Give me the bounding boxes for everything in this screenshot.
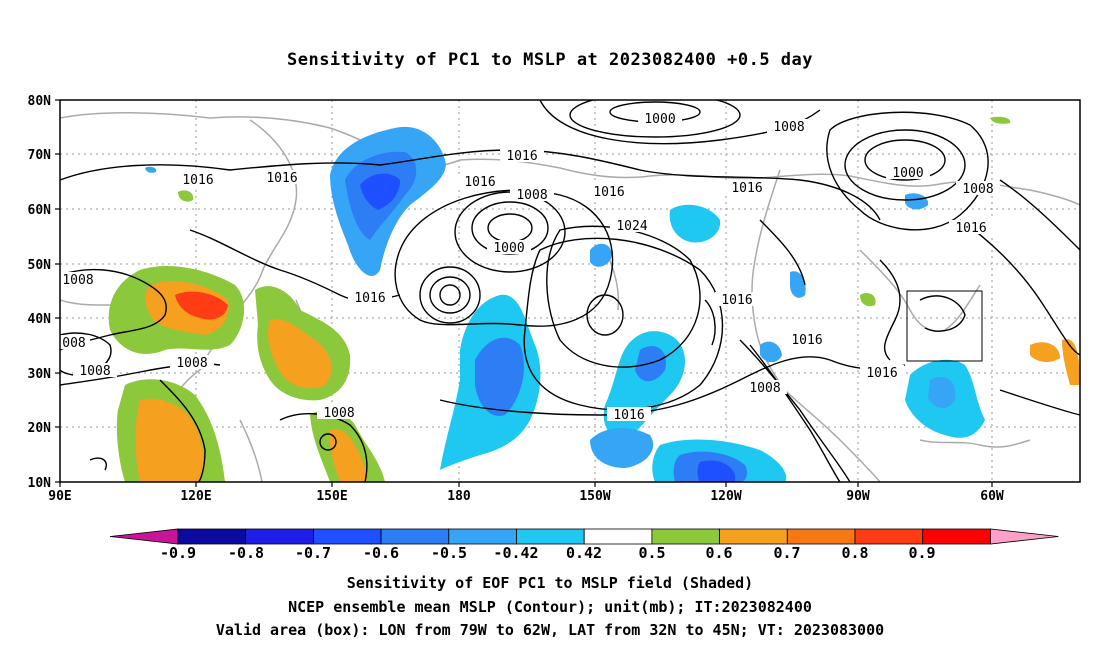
contour-label: 1016 xyxy=(266,171,297,186)
contour-label-layer: 1000 1008 1016 1016 1016 1008 1000 1016 … xyxy=(60,111,1000,423)
contour-label: 1016 xyxy=(866,366,897,381)
caption-line-3: Valid area (box): LON from 79W to 62W, L… xyxy=(215,621,885,639)
positive-sensitivity xyxy=(108,116,1080,482)
colorbar-cell xyxy=(922,528,991,545)
colorbar-label: -0.9 xyxy=(160,544,196,562)
lat-tick-label: 30N xyxy=(28,367,52,382)
valid-area-box xyxy=(906,290,983,362)
contour-label: 1016 xyxy=(506,149,537,164)
lat-tick-label: 20N xyxy=(28,421,52,436)
lat-tick-label: 10N xyxy=(28,476,52,491)
colorbar-cell xyxy=(786,528,856,545)
colorbar-cell xyxy=(583,528,653,545)
lon-tick-label: 180 xyxy=(447,489,471,504)
lat-tick-label: 50N xyxy=(28,258,52,273)
colorbar-label: 0.8 xyxy=(841,544,868,562)
lon-tick-label: 60W xyxy=(980,489,1004,504)
colorbar-label: -0.6 xyxy=(363,544,399,562)
axis-ticks xyxy=(55,99,993,487)
lat-tick-label: 40N xyxy=(28,312,52,327)
colorbar-label: -0.7 xyxy=(295,544,331,562)
lon-tick-label: 150W xyxy=(579,489,610,504)
colorbar-cell xyxy=(651,528,721,545)
contour-label: 1000 xyxy=(644,112,675,127)
contour-label: 1016 xyxy=(464,175,495,190)
lon-tick-label: 150E xyxy=(316,489,347,504)
colorbar-high-extension xyxy=(990,528,1059,545)
mslp-contours xyxy=(60,100,1080,482)
colorbar-cell xyxy=(448,528,517,545)
colorbar-label: -0.42 xyxy=(493,544,538,562)
map-content xyxy=(60,100,1080,482)
colorbar-cell xyxy=(177,528,247,545)
contour-label: 1016 xyxy=(182,173,213,188)
colorbar-cell xyxy=(245,528,314,545)
negative-sensitivity xyxy=(145,126,985,482)
colorbar-label: -0.8 xyxy=(228,544,264,562)
colorbar-label: 0.9 xyxy=(908,544,935,562)
contour-label: 1008 xyxy=(962,182,993,197)
lon-tick-label: 120E xyxy=(180,489,211,504)
colorbar-labels: -0.9 -0.8 -0.7 -0.6 -0.5 -0.42 0.42 0.5 … xyxy=(160,544,936,562)
contour-label: 1016 xyxy=(354,291,385,306)
colorbar-cell xyxy=(516,528,585,545)
lon-labels: 90E 120E 150E 180 150W 120W 90W 60W xyxy=(48,489,1004,504)
colorbar-label: 0.42 xyxy=(566,544,602,562)
contour-label: 1016 xyxy=(613,408,644,423)
colorbar xyxy=(109,528,1059,545)
colorbar-cell xyxy=(719,528,788,545)
contour-label: 1008 xyxy=(176,356,207,371)
contour-label: 1016 xyxy=(731,181,762,196)
contour-label: 1016 xyxy=(955,221,986,236)
contour-label: 1000 xyxy=(493,241,524,256)
colorbar-label: -0.5 xyxy=(431,544,467,562)
colorbar-cell xyxy=(380,528,450,545)
colorbar-cell xyxy=(312,528,382,545)
contour-label: 1016 xyxy=(791,333,822,348)
contour-label: 1008 xyxy=(516,188,547,203)
lat-labels: 80N 70N 60N 50N 40N 30N 20N 10N xyxy=(28,94,52,491)
lat-tick-label: 70N xyxy=(28,148,52,163)
map-frame xyxy=(59,99,1081,483)
caption-line-1: Sensitivity of EOF PC1 to MSLP field (Sh… xyxy=(346,574,754,592)
contour-label: 1008 xyxy=(79,364,110,379)
colorbar-low-extension xyxy=(109,528,179,545)
contour-label: 1008 xyxy=(749,381,780,396)
lon-tick-label: 90W xyxy=(846,489,870,504)
colorbar-label: 0.7 xyxy=(773,544,800,562)
contour-label: 1024 xyxy=(616,219,647,234)
colorbar-label: 0.6 xyxy=(705,544,732,562)
colorbar-label: 0.5 xyxy=(638,544,665,562)
colorbar-cell xyxy=(854,528,924,545)
map-title: Sensitivity of PC1 to MSLP at 2023082400… xyxy=(286,50,813,70)
caption-line-2: NCEP ensemble mean MSLP (Contour); unit(… xyxy=(288,598,812,616)
contour-label: 1016 xyxy=(593,185,624,200)
contour-label: 1008 xyxy=(773,120,804,135)
lon-tick-label: 120W xyxy=(710,489,741,504)
contour-label: 1008 xyxy=(62,273,93,288)
lat-tick-label: 60N xyxy=(28,203,52,218)
contour-label: 008 xyxy=(62,336,85,351)
contour-label: 1008 xyxy=(323,406,354,421)
contour-label: 1000 xyxy=(892,166,923,181)
lat-tick-label: 80N xyxy=(28,94,52,109)
contour-label: 1016 xyxy=(721,293,752,308)
lon-tick-label: 90E xyxy=(48,489,71,504)
